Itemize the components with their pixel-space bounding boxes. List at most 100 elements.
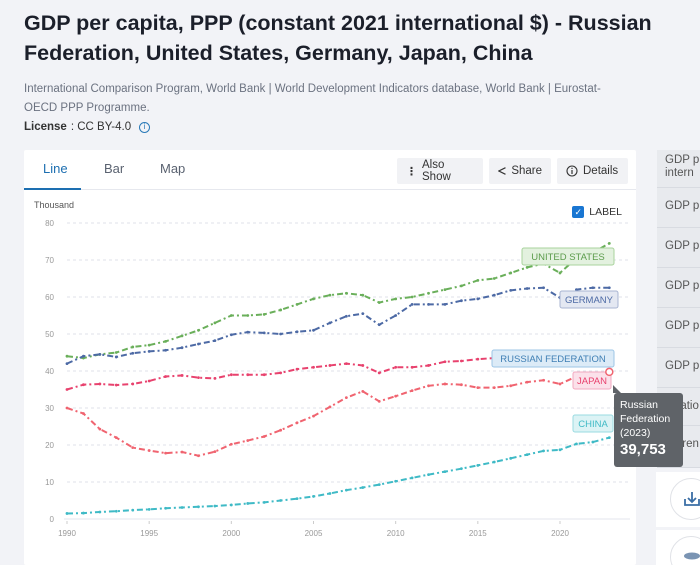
related-indicator-item[interactable]: GDP p xyxy=(657,188,700,228)
series-line-japan xyxy=(66,370,610,457)
data-point xyxy=(492,293,496,297)
related-indicator-item[interactable]: GDP p intern xyxy=(657,150,700,188)
related-indicator-label: GDP p xyxy=(665,200,700,212)
data-point xyxy=(312,414,315,418)
data-point xyxy=(410,303,414,306)
data-point xyxy=(525,380,529,384)
x-tick-label: 2010 xyxy=(387,529,405,538)
data-point xyxy=(328,405,332,409)
data-point xyxy=(492,277,496,280)
data-point xyxy=(180,374,184,377)
data-point xyxy=(492,460,496,464)
related-indicator-label: GDP p xyxy=(665,280,700,292)
data-point xyxy=(213,450,217,454)
page-title: GDP per capita, PPP (constant 2021 inter… xyxy=(24,11,652,65)
data-point xyxy=(427,303,430,306)
data-point xyxy=(114,351,118,354)
data-point xyxy=(460,359,463,363)
data-point xyxy=(197,376,200,380)
data-point xyxy=(394,297,398,301)
related-indicator-item[interactable]: GDP p xyxy=(657,268,700,308)
data-point xyxy=(98,352,102,356)
data-point xyxy=(246,314,250,317)
series-line-china xyxy=(66,436,610,515)
tab-bar[interactable]: Bar xyxy=(104,161,125,176)
data-point xyxy=(114,383,118,387)
data-point xyxy=(114,436,118,439)
data-point xyxy=(394,365,398,369)
series-label: GERMANY xyxy=(565,295,614,306)
data-point xyxy=(509,384,513,388)
data-point xyxy=(492,386,496,390)
info-icon[interactable]: i xyxy=(139,121,151,133)
data-point xyxy=(591,440,595,444)
download-card[interactable] xyxy=(656,472,700,527)
share-icon xyxy=(498,167,506,175)
y-tick-label: 80 xyxy=(45,219,54,228)
label-toggle[interactable]: ✓ LABEL xyxy=(572,206,622,218)
tooltip-year: (2023) xyxy=(620,427,651,439)
data-point xyxy=(246,330,250,334)
share-button[interactable]: Share xyxy=(489,158,551,184)
data-point xyxy=(344,396,348,400)
x-tick-label: 1990 xyxy=(58,529,76,538)
data-point xyxy=(295,421,299,425)
data-point xyxy=(213,339,217,343)
data-point xyxy=(164,348,168,352)
checkbox-checked-icon[interactable]: ✓ xyxy=(572,206,585,218)
data-point xyxy=(509,271,513,275)
data-point xyxy=(476,357,480,361)
data-point xyxy=(213,321,217,325)
data-point xyxy=(394,394,398,398)
share-label: Share xyxy=(511,165,542,177)
data-point xyxy=(131,345,135,349)
data-point xyxy=(65,512,69,515)
data-point xyxy=(262,373,266,377)
data-point xyxy=(443,303,447,306)
x-tick-label: 2015 xyxy=(469,529,487,538)
tab-line[interactable]: Line xyxy=(43,161,68,176)
data-point xyxy=(131,446,135,449)
data-point xyxy=(328,321,332,325)
x-tick-label: 1995 xyxy=(140,529,158,538)
data-point xyxy=(131,508,135,512)
database-icon xyxy=(684,552,700,560)
data-point xyxy=(509,288,513,292)
data-point xyxy=(542,378,545,382)
related-indicator-item[interactable]: GDP p xyxy=(657,348,700,388)
tooltip-value: 39,753 xyxy=(620,441,666,458)
data-point xyxy=(443,360,447,364)
data-point xyxy=(65,362,69,365)
details-button[interactable]: Details xyxy=(557,158,628,184)
data-point xyxy=(180,334,184,338)
data-point xyxy=(558,382,562,386)
data-point xyxy=(361,293,365,297)
data-point xyxy=(377,371,381,375)
related-indicator-item[interactable]: GDP p xyxy=(657,228,700,268)
chart-tooltip: Russian Federation (2023) 39,753 xyxy=(613,385,683,467)
data-point xyxy=(460,284,463,288)
also-show-button[interactable]: ⋮ Also Show xyxy=(397,158,483,184)
chart-tabs: Line Bar Map ⋮ Also Show Share Details xyxy=(24,150,636,190)
highlight-marker xyxy=(605,367,614,377)
tab-map[interactable]: Map xyxy=(160,161,186,176)
data-point xyxy=(328,293,332,297)
data-point xyxy=(82,412,85,415)
tooltip-country-line2: Federation xyxy=(620,413,671,425)
data-point xyxy=(525,453,529,457)
database-card[interactable] xyxy=(656,530,700,565)
related-indicator-label: GDP p xyxy=(665,240,700,252)
data-point xyxy=(344,314,348,318)
y-tick-label: 60 xyxy=(45,293,54,302)
download-button[interactable] xyxy=(670,478,700,520)
data-point xyxy=(213,377,217,380)
data-point xyxy=(229,442,233,446)
data-point xyxy=(295,303,299,306)
y-tick-label: 30 xyxy=(45,404,54,413)
data-point xyxy=(312,365,315,369)
download-icon xyxy=(684,492,700,506)
x-tick-label: 2000 xyxy=(222,529,240,538)
related-indicator-item[interactable]: GDP p xyxy=(657,308,700,348)
database-button[interactable] xyxy=(670,536,700,565)
related-indicator-label-line2: intern xyxy=(665,167,694,179)
